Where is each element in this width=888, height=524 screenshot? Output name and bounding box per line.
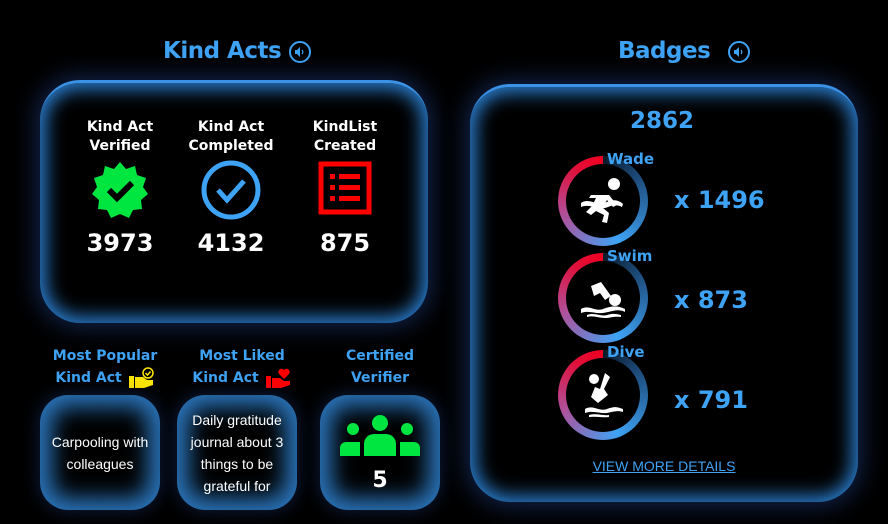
badge-name-dive: Dive	[607, 343, 645, 361]
speaker-icon[interactable]	[727, 40, 750, 63]
badge-ring-swim	[558, 253, 648, 343]
stat-kindlist-value: 875	[319, 229, 371, 257]
most-liked-card[interactable]: Daily gratitude journal about 3 things t…	[177, 395, 297, 510]
badges-title: Badges	[618, 38, 750, 64]
certified-verifier-card[interactable]: 5	[320, 395, 440, 510]
most-liked-label: Most Liked Kind Act	[182, 345, 302, 389]
kind-acts-title: Kind Acts	[163, 38, 311, 64]
speaker-icon[interactable]	[288, 40, 311, 63]
wade-icon	[581, 178, 623, 223]
dive-icon	[585, 373, 623, 418]
hand-heart-icon	[265, 368, 290, 388]
badges-title-text: Badges	[618, 38, 711, 64]
badge-count-wade: x 1496	[674, 186, 765, 214]
stat-verified-value: 3973	[86, 229, 154, 257]
badges-total: 2862	[629, 108, 694, 134]
badge-name-wade: Wade	[607, 150, 655, 168]
stat-completed-label: Kind Act Completed	[188, 119, 274, 154]
certified-verifier-count: 5	[372, 467, 388, 493]
kind-acts-title-text: Kind Acts	[163, 38, 282, 64]
most-popular-text: Carpooling with colleagues	[51, 433, 149, 472]
certified-verifier-label: Certified Verifier	[345, 348, 415, 386]
badge-count-swim: x 873	[674, 286, 748, 314]
stat-kindlist-label: KindList Created	[312, 119, 378, 154]
circle-check-icon	[201, 160, 261, 220]
hand-check-icon	[128, 367, 154, 388]
stat-completed-value: 4132	[197, 229, 265, 257]
stat-verified-label: Kind Act Verified	[86, 119, 154, 154]
badge-count-dive: x 791	[674, 386, 748, 414]
swim-icon	[581, 282, 625, 318]
verified-badge-icon	[92, 162, 148, 218]
most-popular-label: Most Popular Kind Act	[40, 345, 170, 389]
list-icon	[318, 161, 372, 215]
people-group-icon	[340, 414, 420, 456]
view-more-details-link[interactable]: VIEW MORE DETAILS	[592, 458, 736, 474]
most-popular-card[interactable]: Carpooling with colleagues	[40, 395, 160, 510]
badge-ring-dive	[558, 350, 648, 440]
badge-ring-wade	[558, 156, 648, 246]
badges-panel	[470, 84, 858, 502]
badge-name-swim: Swim	[607, 247, 653, 265]
most-liked-text: Daily gratitude journal about 3 things t…	[190, 411, 284, 494]
